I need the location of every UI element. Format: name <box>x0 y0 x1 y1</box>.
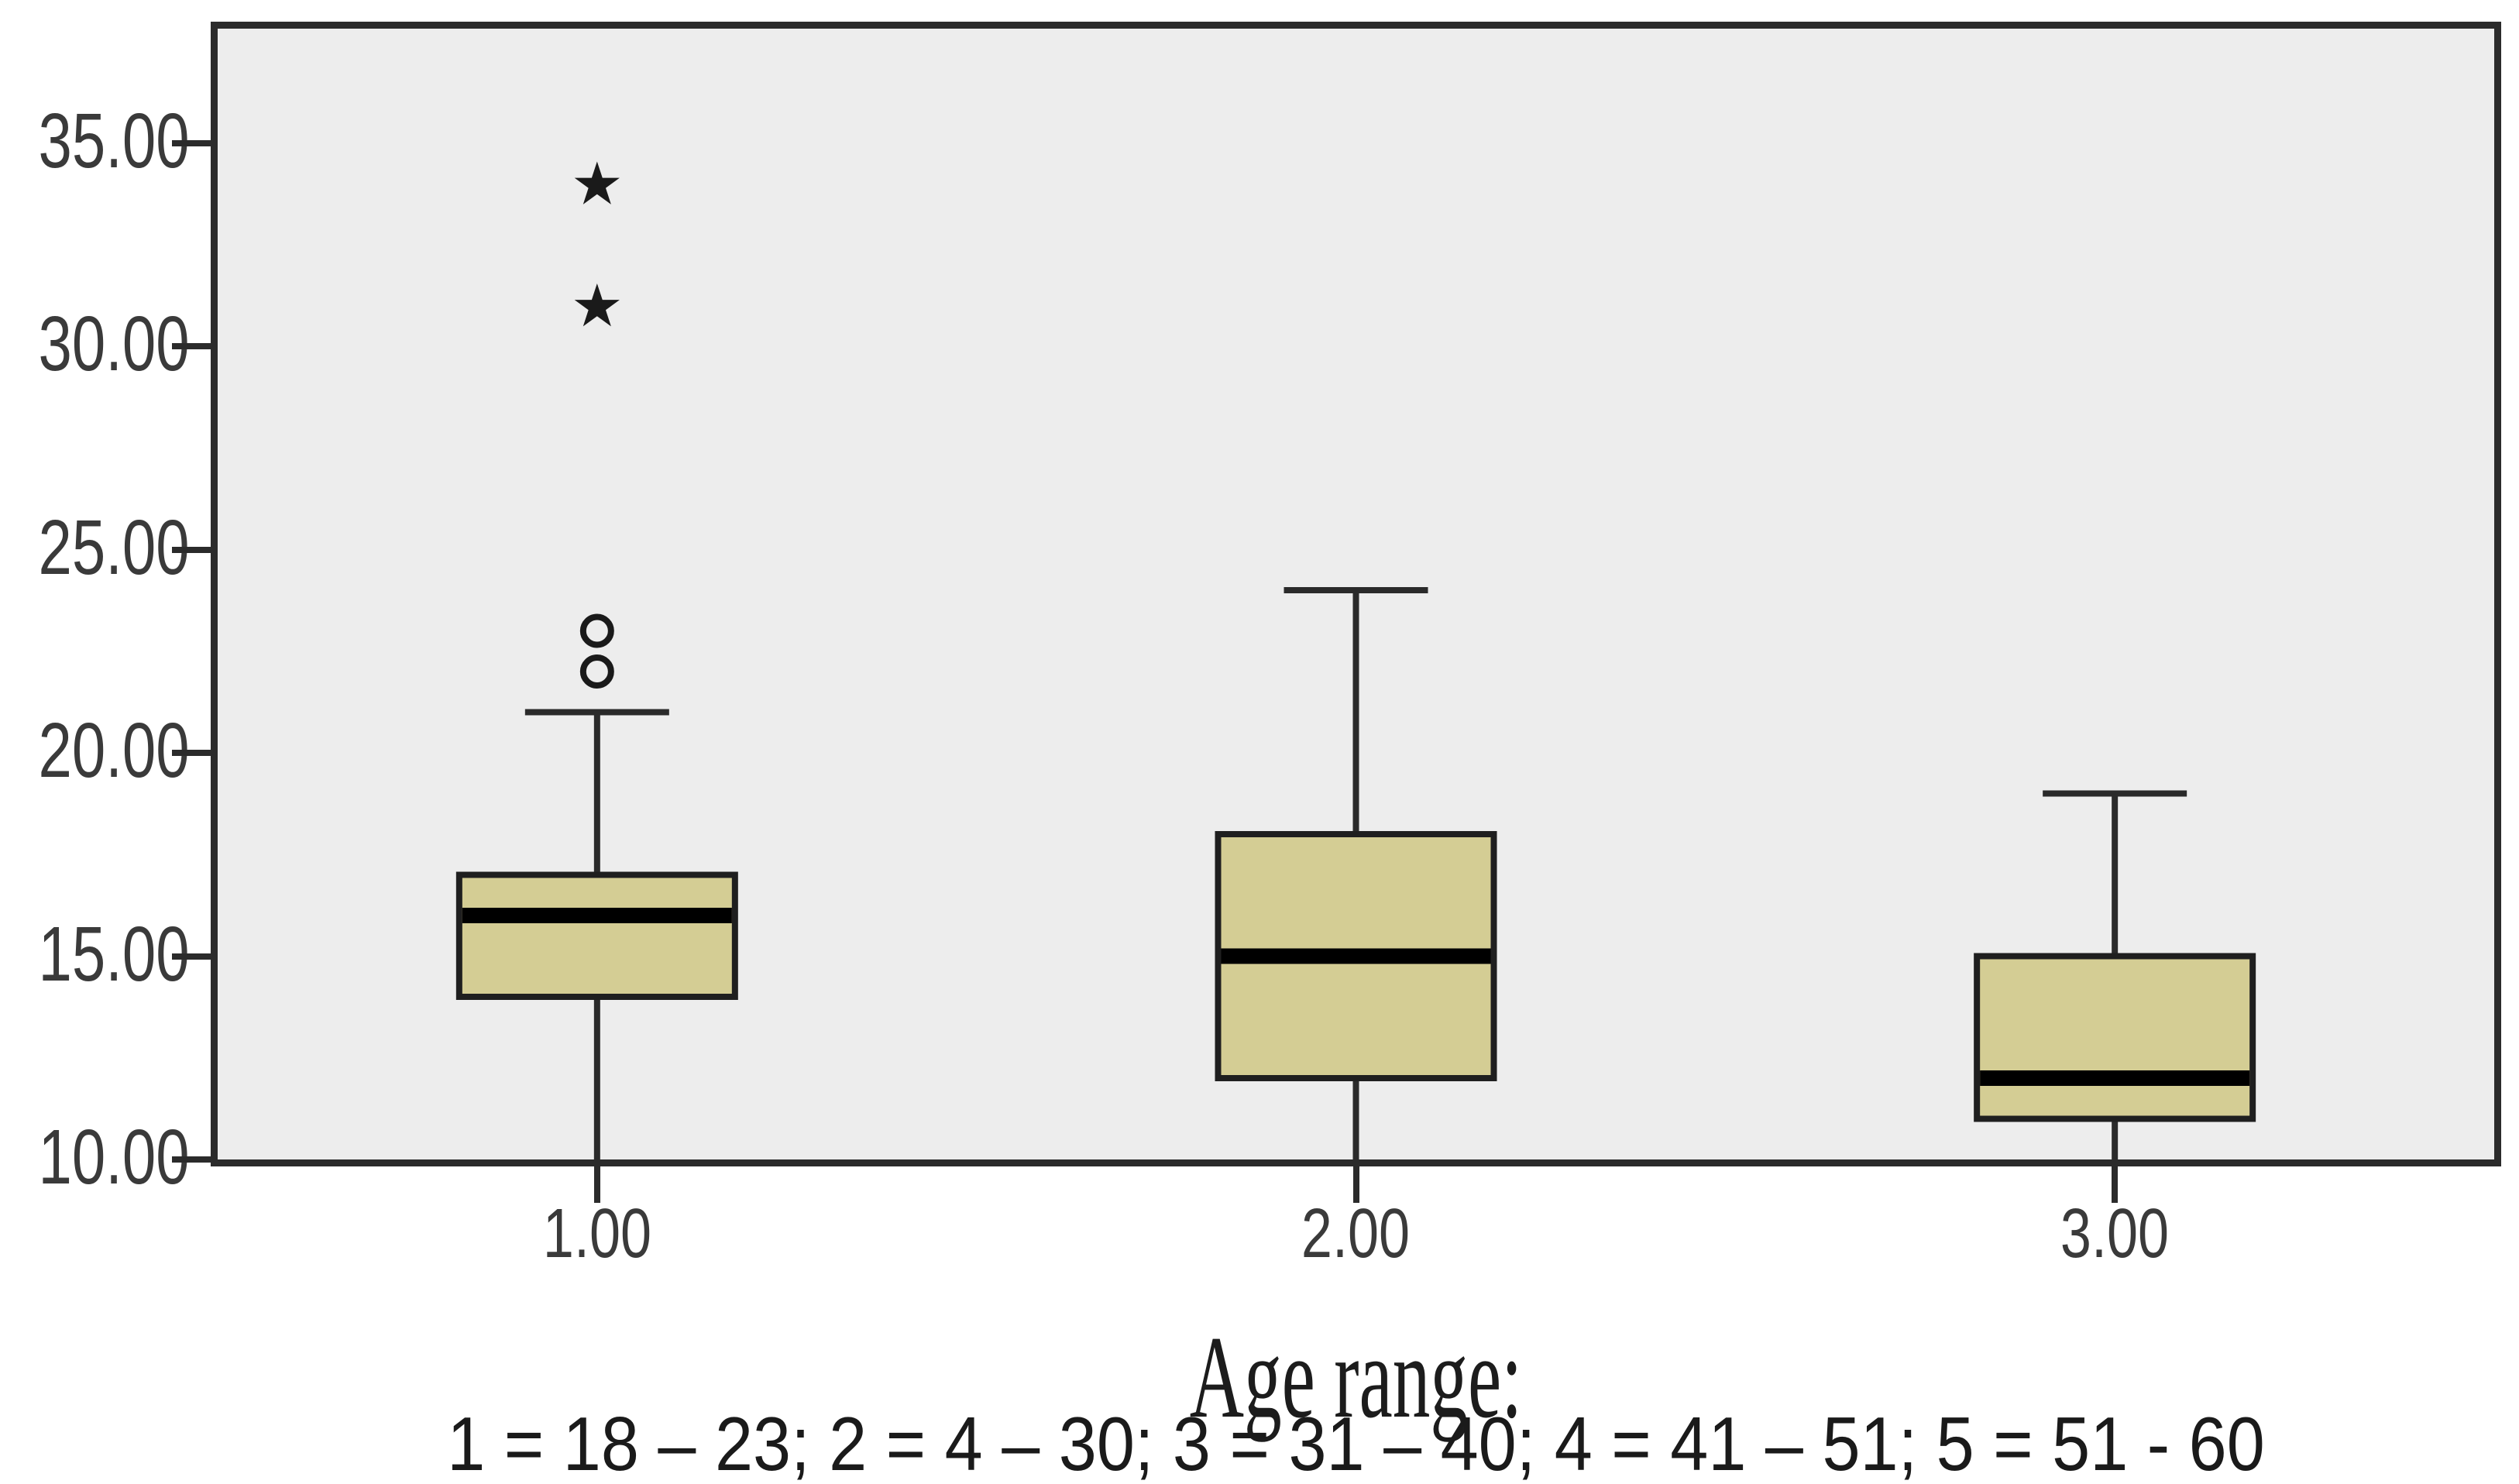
plot-area: ★ ★ <box>211 22 2501 1166</box>
x-tick-mark <box>1352 1161 1359 1203</box>
x-tick-label-1: 1.00 <box>542 1195 652 1273</box>
x-axis-title: Age range: <box>1189 1312 1523 1442</box>
y-tick-mark <box>172 139 218 146</box>
x-axis-legend-note: 1 = 18 – 23; 2 = 4 – 30; 3 = 31 – 40; 4 … <box>447 1401 2265 1484</box>
extreme-outlier-star-icon: ★ <box>571 149 624 218</box>
y-tick-mark <box>172 953 218 960</box>
y-tick-label-20: 20.00 <box>38 707 190 794</box>
x-tick-label-2: 2.00 <box>1301 1195 1411 1273</box>
y-tick-label-35: 35.00 <box>38 98 190 184</box>
box <box>455 871 738 1000</box>
x-tick-mark <box>593 1161 600 1203</box>
box <box>1974 953 2256 1122</box>
y-tick-mark <box>172 750 218 756</box>
x-tick-label-3: 3.00 <box>2060 1195 2170 1273</box>
y-tick-mark <box>172 546 218 553</box>
y-tick-mark <box>172 1156 218 1163</box>
y-tick-label-10: 10.00 <box>38 1114 190 1201</box>
outlier-circle-icon <box>579 654 614 689</box>
y-tick-label-25: 25.00 <box>38 504 190 591</box>
x-tick-mark <box>2112 1161 2119 1203</box>
y-tick-label-30: 30.00 <box>38 301 190 387</box>
y-tick-mark <box>172 343 218 349</box>
extreme-outlier-star-icon: ★ <box>571 271 624 340</box>
boxplot-svg: ★★ <box>455 149 2256 1159</box>
y-tick-label-15: 15.00 <box>38 911 190 998</box>
outlier-circle-icon <box>579 613 614 648</box>
